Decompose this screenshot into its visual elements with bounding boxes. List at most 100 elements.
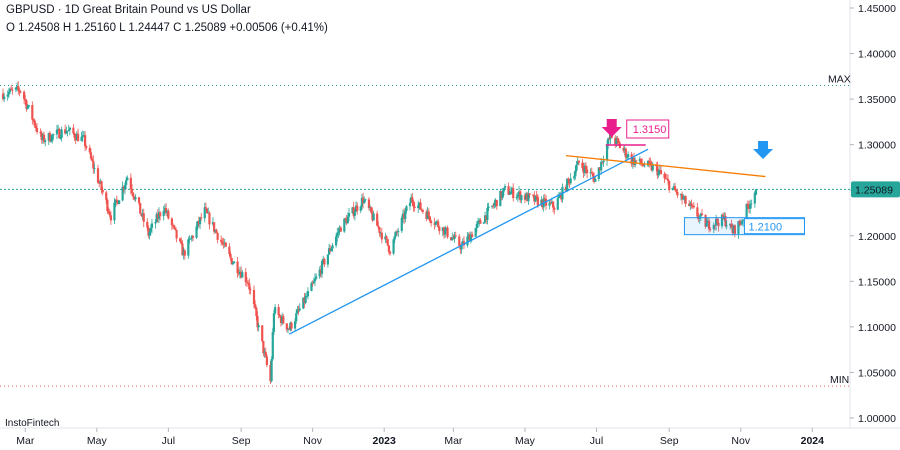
candle-body [668,181,671,190]
candle-body [730,223,733,228]
candle-body [659,170,663,174]
candle-body [221,241,224,244]
candle-body [551,201,555,208]
x-tick-label: Nov [731,435,750,447]
candle-body [614,137,617,144]
candle-body [121,186,124,201]
candle-body [228,246,231,254]
candle-body [625,157,629,159]
candle-body [568,180,571,184]
candle-body [492,205,495,207]
candle-body [93,168,96,170]
candle-body [149,227,152,232]
candle-body [18,89,21,92]
candle-body [462,241,466,246]
candle-body [57,128,60,130]
candle-body [252,289,256,305]
candle-body [68,127,71,130]
candle-body [437,221,440,227]
candle-body [59,137,62,139]
candle-body [232,261,236,264]
candle-body [286,328,290,330]
candle-body [394,231,398,236]
candle-body [724,216,727,227]
candle-body [96,168,100,183]
candle-body [576,160,579,165]
candle-body [351,207,354,214]
candle-body [589,172,592,174]
candle-body [303,297,306,303]
candle-body [638,158,641,162]
candle-body [261,325,264,342]
candle-body [196,221,199,227]
candle-body [535,195,538,197]
candle-body [197,221,200,225]
candle-body [746,203,749,206]
candle-body [370,207,373,213]
candle-body [527,193,530,202]
candle-body [435,221,439,223]
candle-body [282,316,285,324]
candle-body [466,236,469,246]
candle-body [207,212,210,214]
candle-body [747,205,751,209]
candle-body [705,222,708,227]
candle-body [359,206,362,211]
candle-body [692,205,695,208]
candle-body [385,236,388,240]
candle-body [214,229,217,232]
candle-body [475,223,478,229]
candle-body [146,221,149,228]
candle-body [92,160,95,169]
candle-body [684,196,687,204]
candle-body [651,165,654,171]
candle-body [627,154,630,158]
candle-body [182,250,185,256]
candle-body [304,296,307,303]
candle-body [400,217,403,231]
annotation-label-1.2100: 1.2100 [748,222,782,234]
candle-body [608,138,611,140]
candle-body [642,164,645,166]
candle-body [52,134,55,136]
x-tick-label: Sep [660,435,679,447]
candle-body [141,213,144,216]
candle-body [156,214,159,219]
candle-body [575,164,578,171]
candle-body [548,202,551,206]
candle-body [583,165,586,173]
candle-body [100,181,103,191]
candle-body [10,88,13,90]
candle-body [189,238,192,240]
candle-body [361,197,365,204]
candle-body [55,129,59,135]
candle-body [459,245,462,250]
candle-body [648,160,651,163]
candle-body [364,199,367,201]
candle-body [520,195,523,201]
candle-body [123,184,127,189]
candle-body [483,215,487,223]
candle-body [700,213,704,215]
candle-body [298,308,301,311]
descending-trendline [565,154,766,178]
candle-body [378,227,381,233]
candle-body [639,158,643,164]
candle-body [392,239,395,254]
candle-body [731,227,734,233]
candle-body [691,205,694,207]
candle-body [72,127,75,134]
candle-body [741,220,745,222]
candle-body [452,237,455,239]
candle-body [247,282,250,284]
candle-body [566,178,569,191]
candle-body [274,307,277,314]
candle-body [451,237,454,241]
candle-body [85,146,88,148]
candle-body [256,315,259,328]
candle-body [329,248,332,251]
candle-body [88,147,91,153]
candle-body [696,207,699,217]
candle-body [203,207,206,219]
candle-body [47,133,50,141]
